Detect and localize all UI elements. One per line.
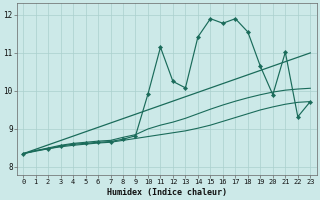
X-axis label: Humidex (Indice chaleur): Humidex (Indice chaleur) [107,188,227,197]
